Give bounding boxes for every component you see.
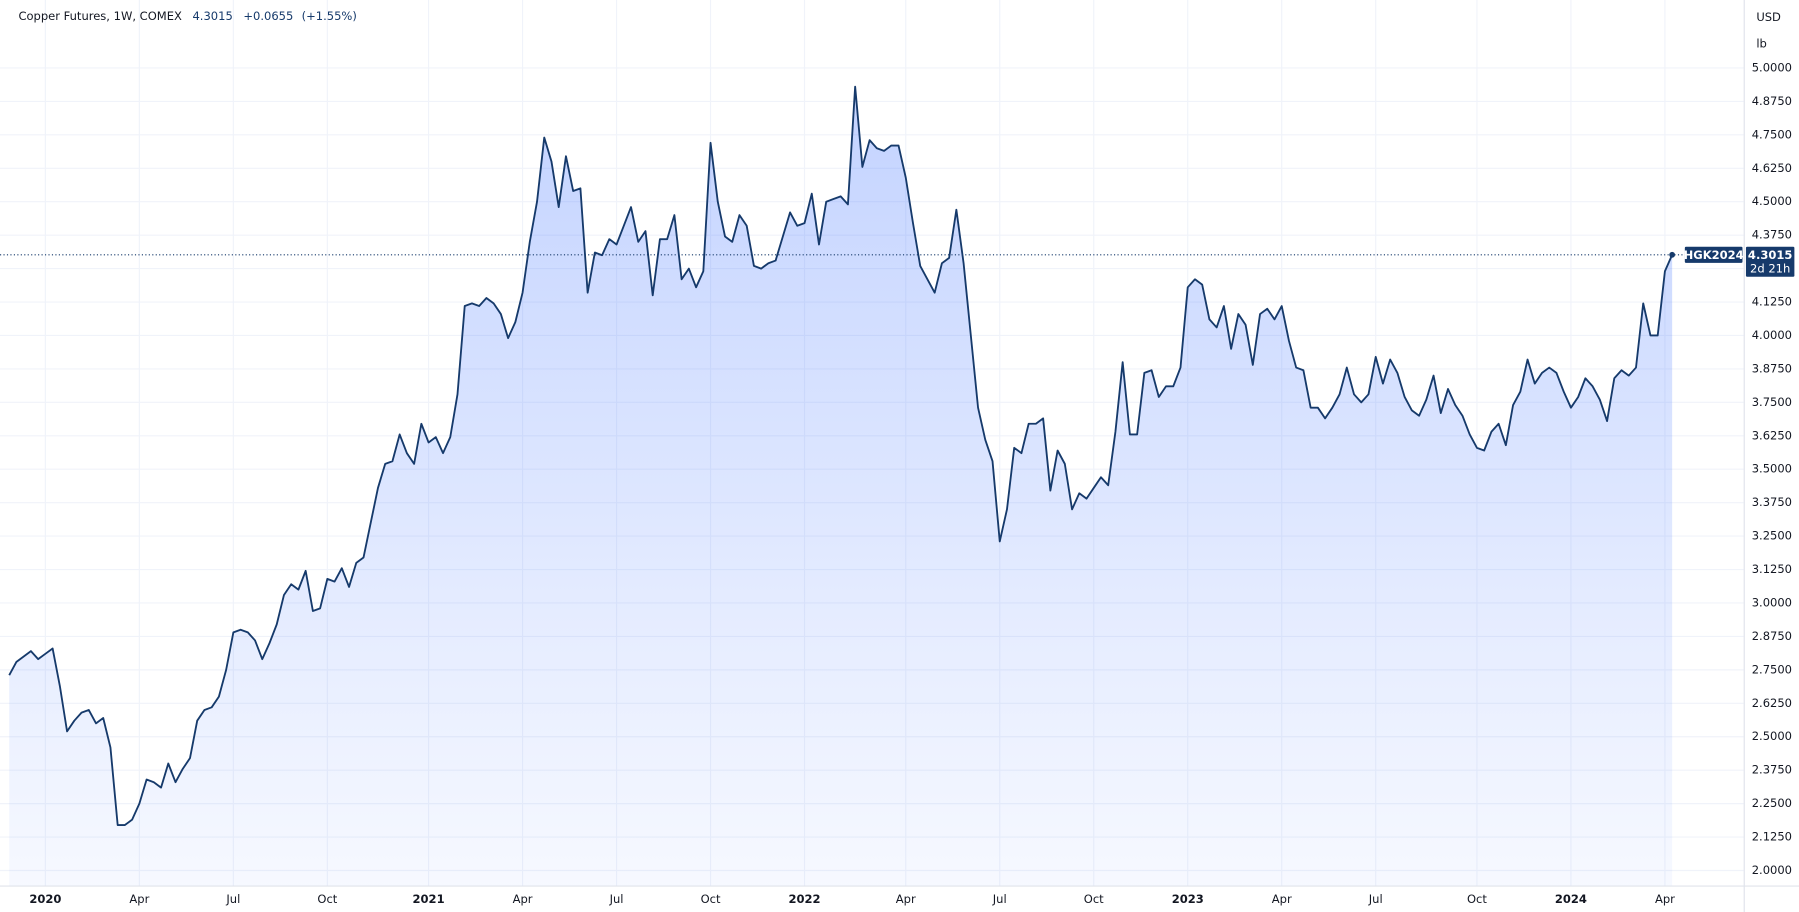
y-tick-label: 3.1250 (1752, 562, 1792, 576)
x-tick-label: Jul (609, 892, 624, 906)
unit[interactable]: lb (1756, 36, 1767, 50)
y-tick-label: 4.6250 (1752, 161, 1792, 175)
y-tick-label: 3.7500 (1752, 395, 1792, 409)
y-tick-label: 3.0000 (1752, 595, 1792, 609)
axes: 2.0000 2.1250 2.2500 2.3750 2.5000 2.6250 2.75… (29, 60, 1795, 906)
y-tick-label: 5.0000 (1752, 60, 1792, 74)
y-tick-label: 2.2500 (1752, 796, 1792, 810)
y-tick-label: 4.7500 (1752, 127, 1792, 141)
x-tick-label: Apr (1272, 892, 1292, 906)
y-tick-label: 2.7500 (1752, 662, 1792, 676)
y-tick-label: 2.6250 (1752, 696, 1792, 710)
x-tick-label: 2024 (1555, 892, 1587, 906)
header-change-pct: (+1.55%) (302, 9, 357, 23)
y-tick-label: 2.8750 (1752, 629, 1792, 643)
x-tick-label: 2023 (1172, 892, 1204, 906)
symbol-label: HGK2024 (1684, 248, 1744, 262)
x-tick-label: Apr (129, 892, 149, 906)
price-tag (1745, 246, 1795, 277)
plot (0, 85, 1744, 886)
countdown-label: 2d 21h (1750, 262, 1790, 276)
area (9, 86, 1673, 886)
x-tick-label: Oct (1467, 892, 1487, 906)
x-tick-label: Oct (317, 892, 337, 906)
header-last: 4.3015 (192, 9, 232, 23)
x-tick-label: Jul (1368, 892, 1383, 906)
x-tick-label: 2021 (413, 892, 445, 906)
x-tick-label: 2022 (789, 892, 821, 906)
x-tick-label: Jul (225, 892, 240, 906)
x-tick-label: Apr (1655, 892, 1675, 906)
y-tick-label: 3.2500 (1752, 529, 1792, 543)
x-tick-label: Oct (1084, 892, 1104, 906)
header: Copper Futures, 1W, COMEX 4.3015 +0.0655… (18, 9, 356, 23)
currency[interactable]: USD (1756, 10, 1781, 24)
y-tick-label: 4.0000 (1752, 328, 1792, 342)
x-tick-label: Jul (992, 892, 1007, 906)
y-tick-label: 3.8750 (1752, 361, 1792, 375)
y-tick-label: 2.3750 (1752, 763, 1792, 777)
symbol-tag (1684, 246, 1743, 263)
x-tick-label: Apr (513, 892, 533, 906)
header-change: +0.0655 (243, 9, 293, 23)
y-tick-label: 4.1250 (1752, 295, 1792, 309)
y-tick-label: 2.0000 (1752, 863, 1792, 877)
x-tick-label: 2020 (29, 892, 61, 906)
last-point (1669, 251, 1676, 258)
x-tick-label: Oct (701, 892, 721, 906)
y-tick-label: 3.3750 (1752, 495, 1792, 509)
y-tick-label: 2.5000 (1752, 729, 1792, 743)
y-tick-label: 4.8750 (1752, 94, 1792, 108)
y-tick-label: 3.6250 (1752, 428, 1792, 442)
y-tick-label: 3.5000 (1752, 462, 1792, 476)
y-tick-label: 4.5000 (1752, 194, 1792, 208)
x-tick-label: Apr (896, 892, 916, 906)
y-tick-label: 2.1250 (1752, 830, 1792, 844)
line (8, 85, 1673, 826)
header-title: Copper Futures, 1W, COMEX (18, 9, 182, 23)
price-label: 4.3015 (1748, 248, 1792, 262)
y-tick-label: 4.3750 (1752, 228, 1792, 242)
